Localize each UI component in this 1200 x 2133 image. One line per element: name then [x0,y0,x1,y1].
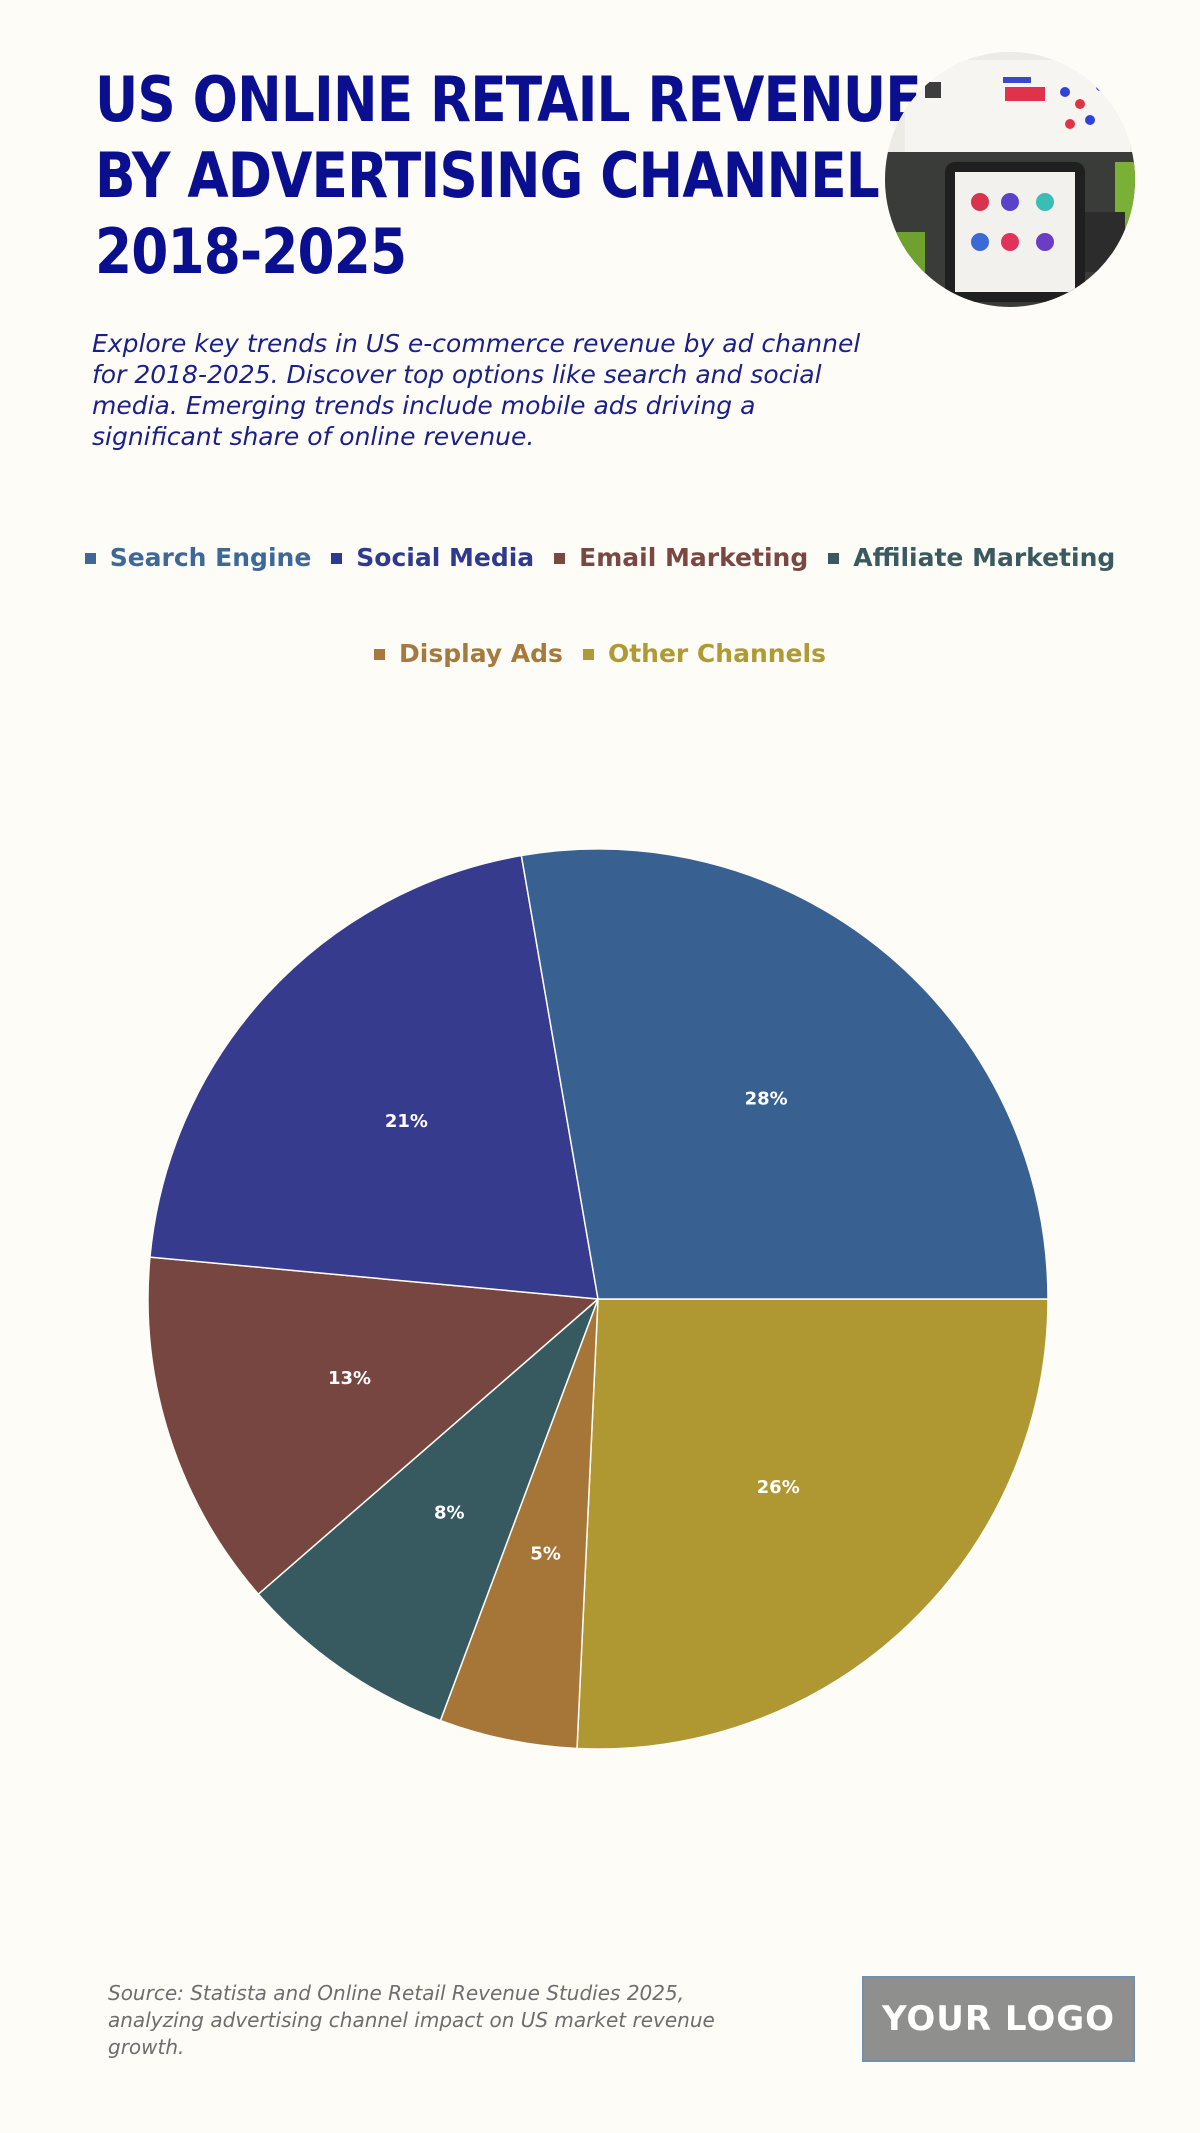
legend-label-search-engine: Search Engine [109,543,312,572]
legend-swatch-other-channels [582,648,594,660]
header-photo [885,52,1135,307]
legend-item-display-ads[interactable]: Display Ads [374,636,563,672]
legend-swatch-social-media [331,552,343,564]
legend-label-email-marketing: Email Marketing [579,543,809,572]
legend-item-search-engine[interactable]: Search Engine [84,540,312,576]
legend-swatch-search-engine [84,552,96,564]
legend-swatch-email-marketing [554,552,566,564]
logo-placeholder: YOUR LOGO [862,1976,1135,2062]
pie-label-social-media: 21% [385,1111,428,1132]
pie-label-email-marketing: 13% [328,1368,371,1389]
legend-label-affiliate-marketing: Affiliate Marketing [853,543,1116,572]
pie-slice-affiliate-marketing[interactable] [257,1298,599,1722]
tablet-charts-image [885,52,1135,307]
pie-slice-email-marketing[interactable] [147,1256,600,1596]
legend-label-other-channels: Other Channels [607,639,826,668]
pie-label-display-ads: 5% [530,1544,561,1565]
legend-item-affiliate-marketing[interactable]: Affiliate Marketing [828,540,1115,576]
legend-label-social-media: Social Media [356,543,535,572]
legend-item-other-channels[interactable]: Other Channels [582,636,826,672]
pie-slice-social-media[interactable] [149,854,599,1300]
legend-label-display-ads: Display Ads [399,639,563,668]
legend-item-email-marketing[interactable]: Email Marketing [554,540,808,576]
chart-legend: Search Engine Social Media Email Marketi… [60,540,1140,672]
pie-slice-other-channels[interactable] [576,1298,1049,1750]
page-subtitle: Explore key trends in US e-commerce reve… [92,329,861,451]
pie-label-other-channels: 26% [757,1477,800,1498]
pie-slice-search-engine[interactable] [520,848,1049,1300]
legend-swatch-display-ads [374,648,386,660]
legend-swatch-affiliate-marketing [828,552,840,564]
pie-label-search-engine: 28% [745,1088,788,1109]
pie-label-affiliate-marketing: 8% [434,1502,465,1523]
source-note: Source: Statista and Online Retail Reven… [108,1981,715,2059]
title-line-3: 2018-2025 [95,215,407,288]
legend-item-social-media[interactable]: Social Media [331,540,534,576]
